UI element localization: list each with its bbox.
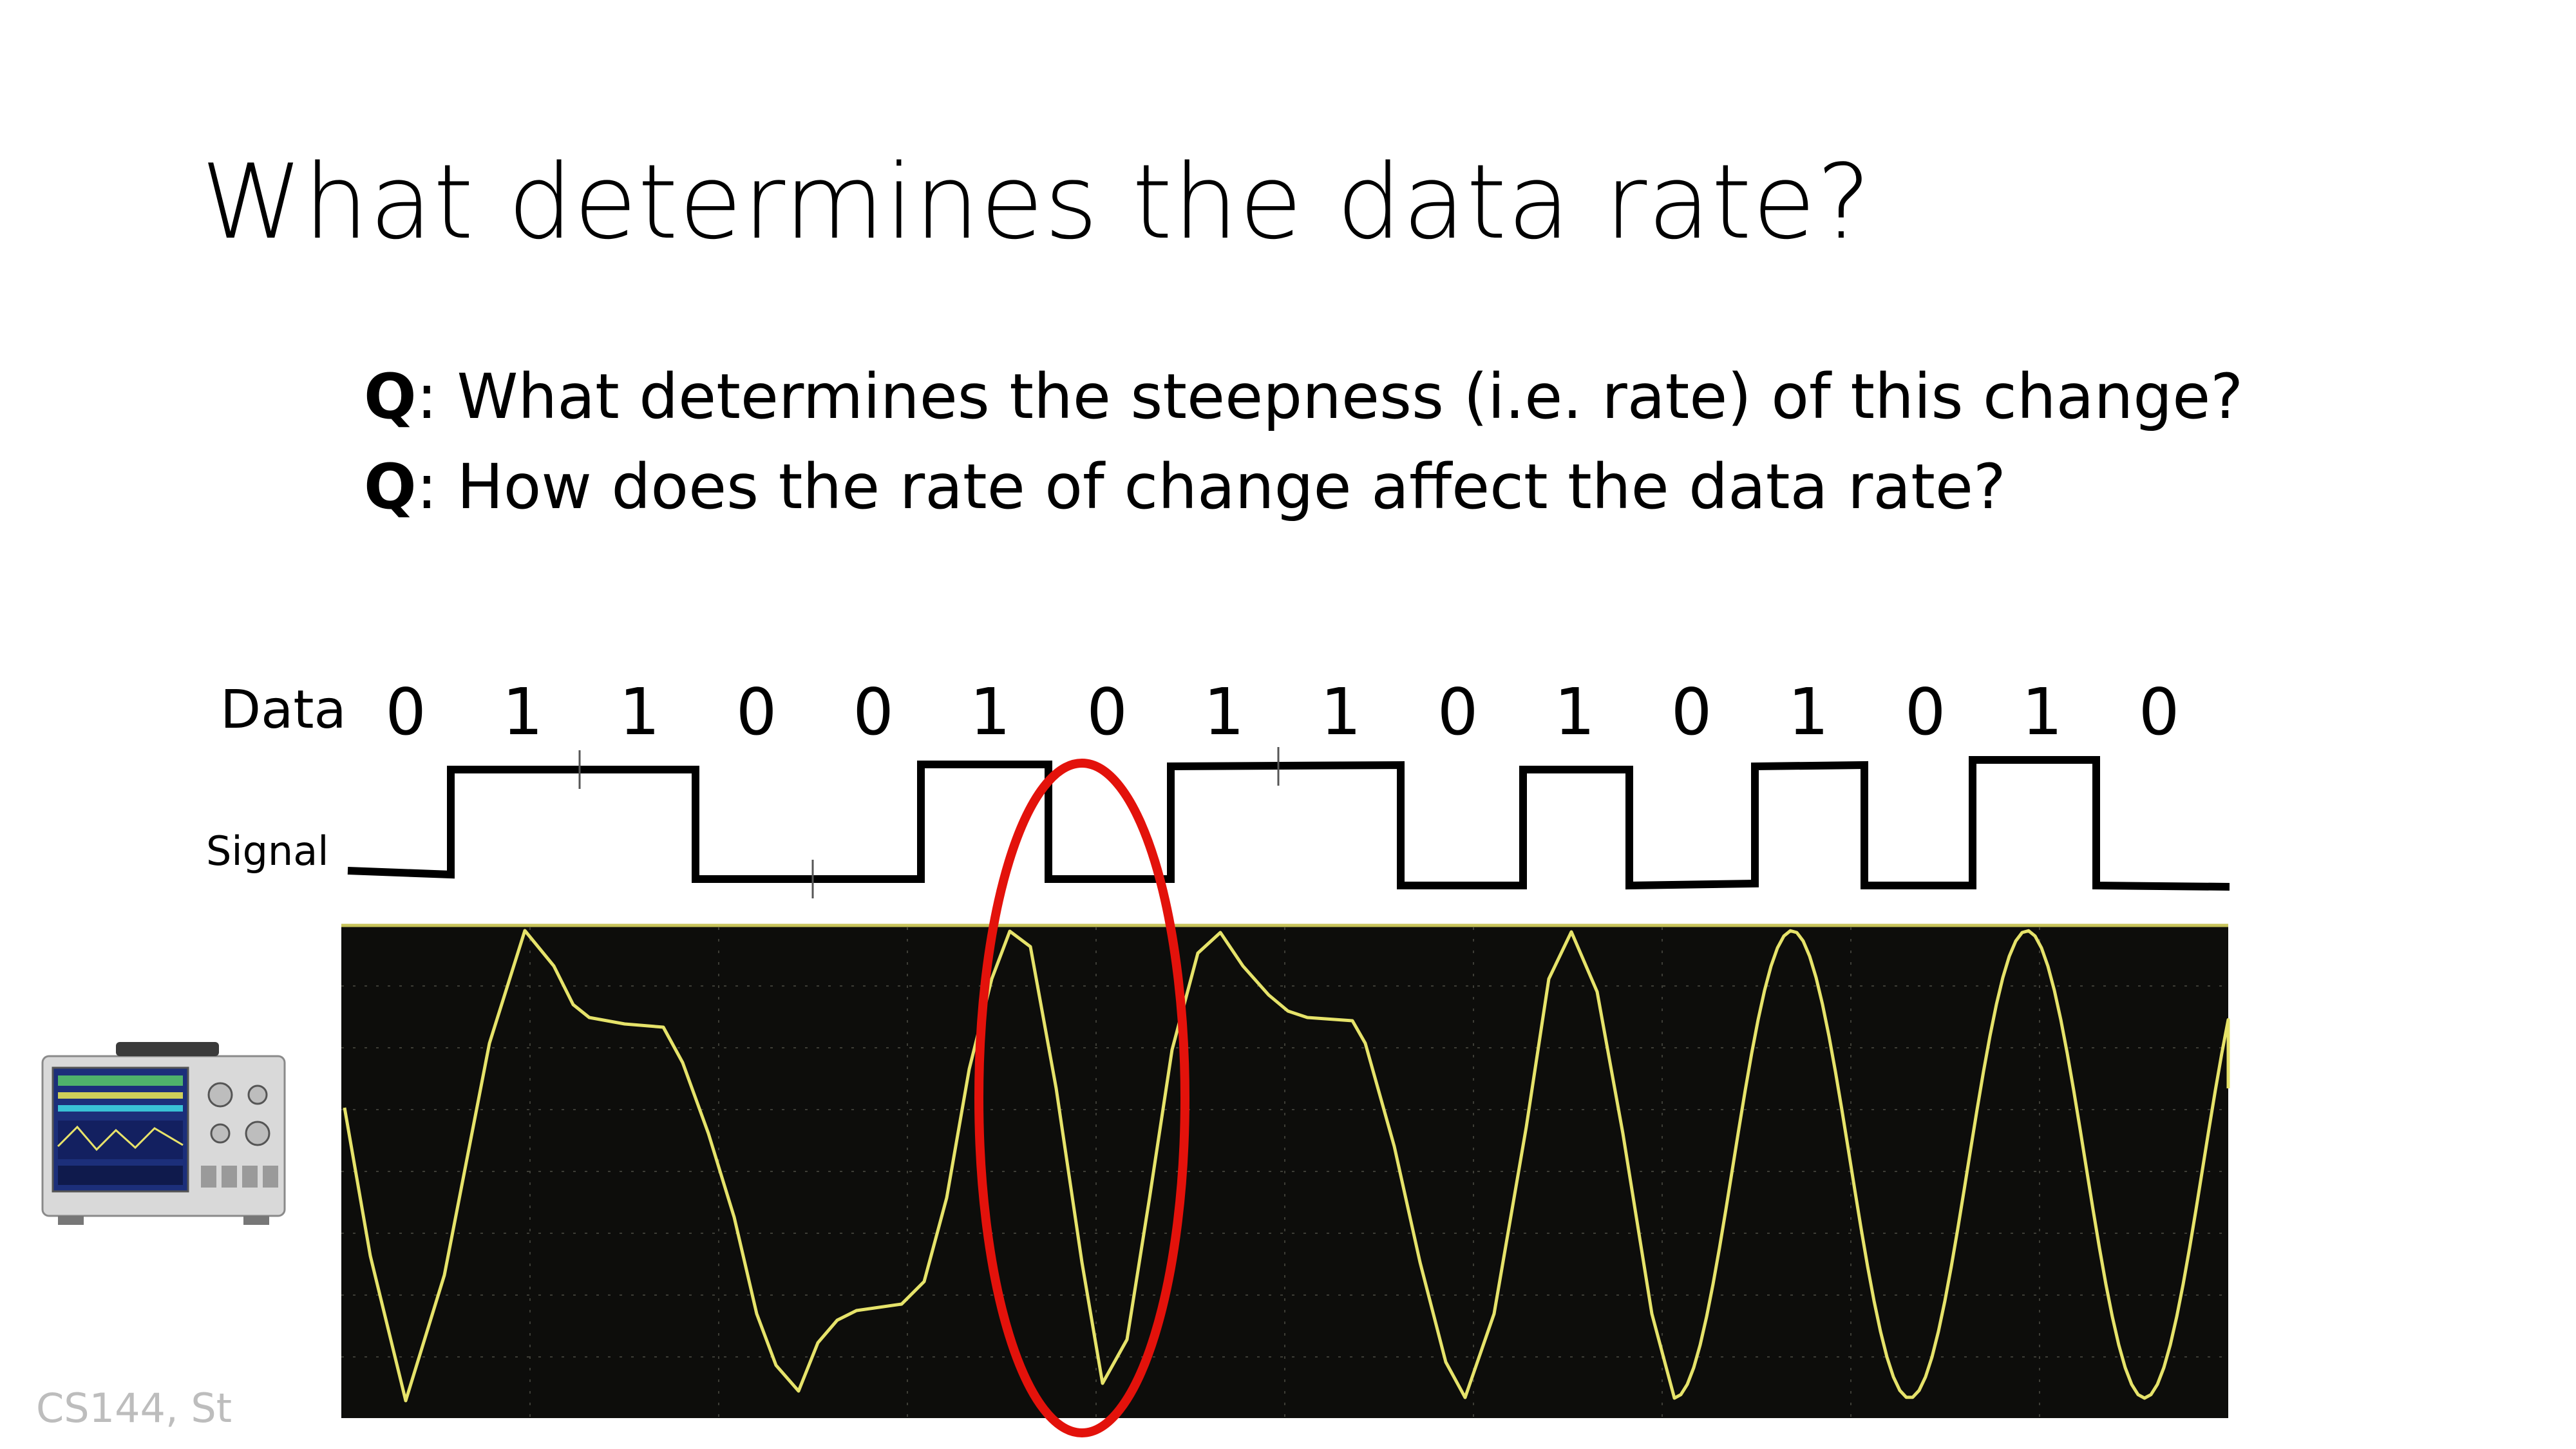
question-1-prefix: Q — [364, 361, 417, 433]
signal-label: Signal — [206, 828, 329, 875]
bit-label: 1 — [502, 674, 544, 750]
scope-trace — [343, 929, 2230, 1403]
bit-label: 1 — [970, 674, 1011, 750]
slide-footer: CS144, St — [36, 1385, 232, 1432]
bit-label: 1 — [1788, 674, 1829, 750]
bit-label: 1 — [1320, 674, 1361, 750]
bit-label: 1 — [1204, 674, 1245, 750]
highlight-ellipse — [974, 759, 1189, 1437]
scope-grid — [341, 927, 2228, 1417]
bit-label: 1 — [2022, 674, 2063, 750]
bit-label: 0 — [1086, 674, 1128, 750]
question-2-prefix: Q — [364, 451, 417, 523]
bit-label: 0 — [1905, 674, 1946, 750]
data-label: Data — [220, 679, 346, 741]
bit-label: 1 — [1554, 674, 1595, 750]
question-1: Q: What determines the steepness (i.e. r… — [364, 361, 2243, 433]
oscilloscope-device-icon — [41, 1042, 286, 1225]
bit-label: 0 — [736, 674, 777, 750]
bit-label: 1 — [619, 674, 660, 750]
bit-label: 0 — [385, 674, 426, 750]
bit-label: 0 — [853, 674, 894, 750]
bit-label: 0 — [2139, 674, 2180, 750]
bit-label: 0 — [1671, 674, 1712, 750]
bit-label: 0 — [1437, 674, 1479, 750]
question-2-text: : How does the rate of change affect the… — [416, 451, 2006, 523]
question-2: Q: How does the rate of change affect th… — [364, 451, 2006, 523]
slide-title: What determines the data rate? — [201, 142, 1872, 262]
digital-signal-line — [347, 756, 2230, 891]
question-1-text: : What determines the steepness (i.e. ra… — [416, 361, 2244, 433]
